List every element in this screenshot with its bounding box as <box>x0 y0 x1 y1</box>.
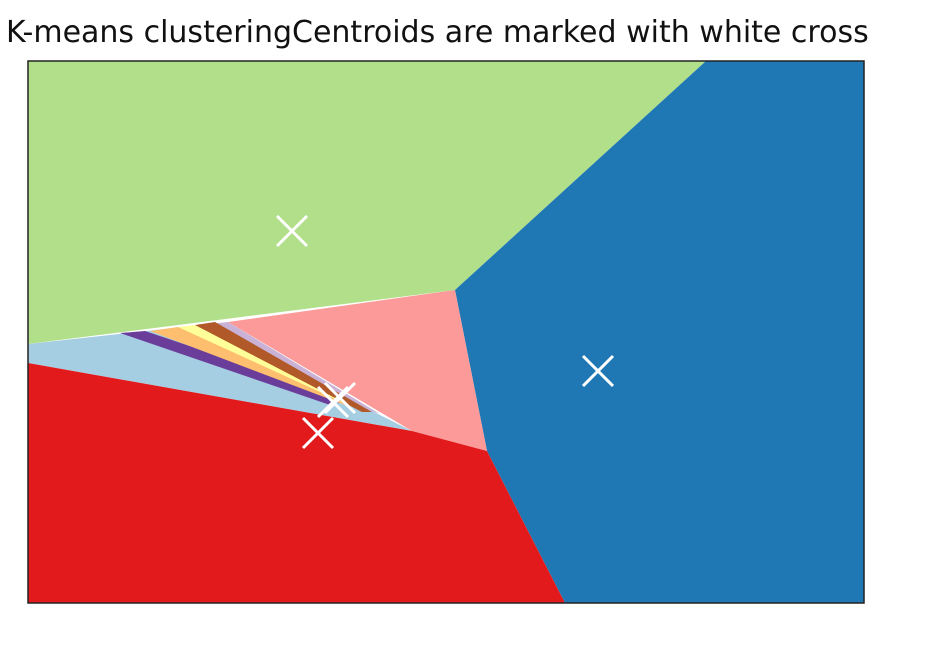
centroid-marker <box>275 214 309 248</box>
region-red <box>28 363 565 603</box>
region-pink <box>228 290 487 451</box>
centroid-cross-stroke <box>323 381 357 415</box>
chart-title: K-means clusteringCentroids are marked w… <box>6 15 869 50</box>
region-light-blue <box>28 325 412 431</box>
region-brown <box>195 322 372 412</box>
centroid-cross-stroke <box>275 214 309 248</box>
centroid-marker <box>581 354 615 388</box>
centroid-cross-stroke <box>316 385 350 419</box>
region-blue <box>455 61 864 603</box>
region-light-green <box>28 61 706 344</box>
centroid-marker <box>316 385 350 419</box>
region-purple <box>120 331 350 405</box>
centroid-cross-stroke <box>581 354 615 388</box>
centroid-cross-stroke <box>301 416 335 450</box>
decision-regions <box>28 61 864 603</box>
centroid-marker <box>323 381 357 415</box>
plot-frame <box>27 60 865 604</box>
centroid-markers <box>275 214 615 450</box>
centroid-marker <box>301 416 335 450</box>
